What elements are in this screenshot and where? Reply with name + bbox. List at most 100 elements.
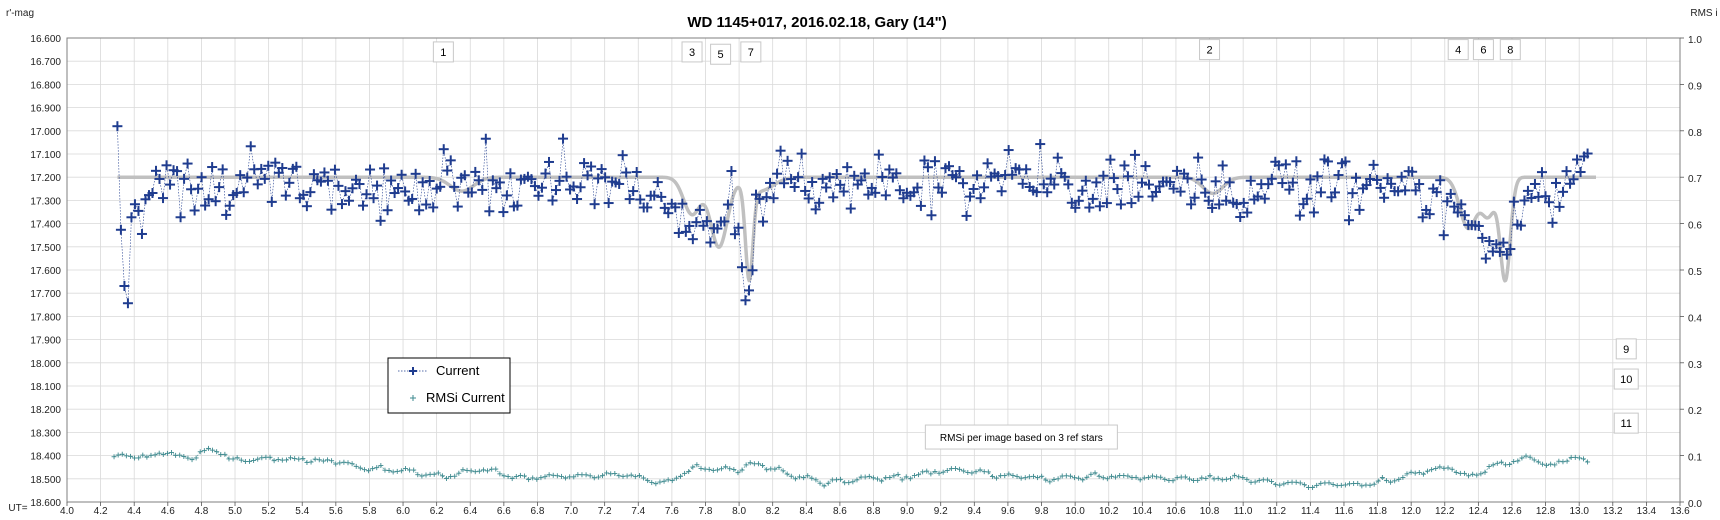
current-point [712, 223, 723, 234]
rmsi-point [1150, 473, 1156, 479]
current-point [1087, 193, 1098, 204]
rmsi-point [152, 452, 158, 458]
rmsi-point [1429, 467, 1435, 473]
rmsi-point [1486, 464, 1492, 470]
rmsi-point [1043, 477, 1049, 483]
x-tick-label: 11.8 [1368, 506, 1387, 517]
rmsi-point [612, 471, 618, 477]
x-tick-label: 7.0 [564, 506, 578, 517]
rmsi-point [234, 455, 240, 461]
rmsi-point [604, 470, 610, 476]
current-point [1561, 166, 1572, 177]
rmsi-point [657, 479, 663, 485]
current-point [1540, 191, 1551, 202]
rmsi-point [1104, 476, 1110, 482]
current-point [1122, 171, 1133, 182]
current-point [452, 201, 463, 212]
y-left-tick-label: 17.100 [30, 150, 61, 161]
current-point [1424, 209, 1435, 220]
current-point [614, 178, 625, 189]
rmsi-point [1400, 474, 1406, 480]
rmsi-point [1293, 479, 1299, 485]
y-right-tick-label: 0.9 [1688, 81, 1702, 92]
current-point [1108, 173, 1119, 184]
rmsi-point [329, 458, 335, 464]
current-point [859, 168, 870, 179]
current-point [203, 194, 214, 205]
rmsi-point [994, 475, 1000, 481]
rmsi-point [1125, 473, 1131, 479]
x-tick-label: 6.6 [497, 506, 511, 517]
current-point [617, 150, 628, 161]
current-point [1361, 180, 1372, 191]
current-point [424, 175, 435, 186]
current-point [375, 215, 386, 226]
annotation-label: 4 [1455, 45, 1461, 57]
rmsi-point [205, 445, 211, 451]
rmsi-point [879, 478, 885, 484]
rmsi-point [1396, 476, 1402, 482]
current-point [368, 193, 379, 204]
y-left-tick-label: 17.600 [30, 266, 61, 277]
rmsi-point [747, 460, 753, 466]
current-point [1452, 207, 1463, 218]
x-tick-label: 5.8 [362, 506, 376, 517]
annotation-box [1499, 39, 1521, 61]
rmsi-point [694, 462, 700, 468]
current-point [119, 280, 130, 291]
y-left-tick-label: 17.000 [30, 127, 61, 138]
current-point [1494, 246, 1505, 257]
rmsi-point [193, 455, 199, 461]
rmsi-point [1301, 482, 1307, 488]
rmsi-point [1035, 475, 1041, 481]
rmsi-point [887, 475, 893, 481]
rmsi-point [1527, 454, 1533, 460]
rmsi-point [538, 475, 544, 481]
current-point [965, 191, 976, 202]
current-point [238, 187, 249, 198]
current-point [624, 194, 635, 205]
current-point [217, 164, 228, 175]
current-point [154, 173, 165, 184]
rmsi-point [246, 458, 252, 464]
rmsi-point [961, 468, 967, 474]
current-point [400, 186, 411, 197]
current-point [961, 210, 972, 221]
current-point [442, 165, 453, 176]
current-point [329, 164, 340, 175]
rmsi-point [1544, 462, 1550, 468]
rmsi-point [821, 483, 827, 489]
rmsi-point [792, 476, 798, 482]
rmsi-point [127, 453, 133, 459]
rmsi-point [300, 456, 306, 462]
current-point [1498, 237, 1509, 248]
current-point [466, 187, 477, 198]
rmsi-point [1203, 475, 1209, 481]
rmsi-point [690, 464, 696, 470]
rmsi-point [1240, 474, 1246, 480]
current-point [768, 193, 779, 204]
current-point [1214, 199, 1225, 210]
rmsi-point [825, 480, 831, 486]
current-point [919, 155, 930, 166]
x-tick-label: 6.0 [396, 506, 410, 517]
current-point [505, 168, 516, 179]
rmsi-point [838, 476, 844, 482]
current-point [133, 205, 144, 216]
rmsi-point [1018, 475, 1024, 481]
current-point [1554, 201, 1565, 212]
y-left-tick-label: 17.400 [30, 220, 61, 231]
current-point [533, 190, 544, 201]
rmsi-point [776, 464, 782, 470]
current-point [922, 162, 933, 173]
rmsi-point [809, 475, 815, 481]
rmsi-point [1051, 477, 1057, 483]
rmsi-point [1006, 471, 1012, 477]
rmsi-point [985, 469, 991, 475]
chart-title: WD 1145+017, 2016.02.18, Gary (14") [687, 14, 946, 31]
current-point [291, 161, 302, 172]
rmsi-point [677, 473, 683, 479]
legend-frame [387, 357, 511, 414]
rmsi-point [439, 473, 445, 479]
x-tick-label: 4.6 [161, 506, 175, 517]
